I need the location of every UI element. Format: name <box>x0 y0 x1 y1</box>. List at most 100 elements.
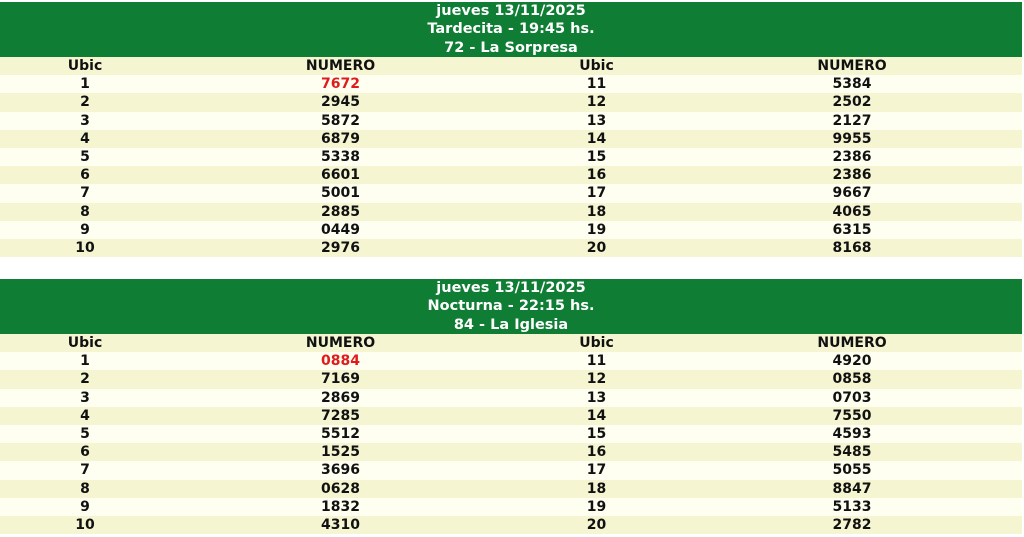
draw-header: jueves 13/11/2025 Tardecita - 19:45 hs. 72… <box>0 2 1022 57</box>
column-header-ubic: Ubic <box>579 335 614 351</box>
ubic-cell: 9 <box>80 498 90 515</box>
number-cell: 6315 <box>832 221 872 238</box>
column-header-numero: NUMERO <box>305 58 376 74</box>
ubic-cell: 11 <box>586 76 607 93</box>
draw-date: jueves 13/11/2025 <box>436 3 586 19</box>
number-cell: 7550 <box>832 407 872 424</box>
column-header-row: Ubic NUMERO Ubic NUMERO <box>0 334 1022 353</box>
ubic-cell: 11 <box>586 353 607 370</box>
number-cell: 8168 <box>832 239 872 256</box>
ubic-cell: 19 <box>586 221 607 238</box>
table-row: 3 2869 13 0703 <box>0 388 1022 407</box>
table-row: 4 7285 14 7550 <box>0 406 1022 425</box>
number-cell: 1832 <box>321 498 360 515</box>
ubic-cell: 12 <box>586 94 607 111</box>
ubic-cell: 20 <box>586 239 607 256</box>
table-row: 2 2945 12 2502 <box>0 93 1022 112</box>
ubic-cell: 3 <box>80 389 90 406</box>
ubic-cell: 15 <box>586 425 607 442</box>
table-row: 7 5001 17 9667 <box>0 184 1022 203</box>
number-cell: 9667 <box>832 185 872 202</box>
table-row: 5 5338 15 2386 <box>0 147 1022 167</box>
ubic-cell: 4 <box>80 130 90 147</box>
number-cell: 6601 <box>321 167 360 184</box>
ubic-cell: 17 <box>586 462 607 479</box>
ubic-cell: 18 <box>586 203 607 220</box>
table-row: 7 3696 17 5055 <box>0 461 1022 480</box>
ubic-cell: 3 <box>80 112 90 129</box>
ubic-cell: 6 <box>80 444 90 461</box>
number-cell: 2386 <box>832 148 872 165</box>
ubic-cell: 8 <box>80 203 90 220</box>
ubic-cell: 13 <box>586 112 607 129</box>
table-row: 3 5872 13 2127 <box>0 111 1022 130</box>
number-cell: 2869 <box>321 389 360 406</box>
ubic-cell: 2 <box>80 371 90 388</box>
table-row: 2 7169 12 0858 <box>0 370 1022 389</box>
ubic-cell: 1 <box>80 76 90 93</box>
number-cell: 5872 <box>321 112 360 129</box>
number-cell: 5001 <box>321 185 360 202</box>
ubic-cell: 15 <box>586 148 607 165</box>
draw-header: jueves 13/11/2025 Nocturna - 22:15 hs. 84 … <box>0 279 1022 334</box>
ubic-cell: 14 <box>586 407 607 424</box>
number-cell: 2885 <box>321 203 360 220</box>
number-cell: 0703 <box>832 389 872 406</box>
ubic-cell: 19 <box>586 498 607 515</box>
ubic-cell: 5 <box>80 148 90 165</box>
ubic-cell: 10 <box>75 516 95 533</box>
ubic-cell: 16 <box>586 167 607 184</box>
column-header-ubic: Ubic <box>67 58 103 74</box>
ubic-cell: 18 <box>586 480 607 497</box>
ubic-cell: 17 <box>586 185 607 202</box>
table-row: 1 7672 11 5384 <box>0 75 1022 94</box>
ubic-cell: 1 <box>80 353 90 370</box>
column-header-numero: NUMERO <box>817 58 887 74</box>
ubic-cell: 14 <box>586 130 607 147</box>
number-cell: 4310 <box>321 516 360 533</box>
number-cell: 4065 <box>832 203 872 220</box>
ubic-cell: 13 <box>586 389 607 406</box>
number-cell: 0628 <box>321 480 360 497</box>
number-cell: 5384 <box>832 76 872 93</box>
column-header-ubic: Ubic <box>67 335 103 351</box>
number-cell: 5133 <box>832 498 872 515</box>
ubic-cell: 8 <box>80 480 90 497</box>
number-cell: 0449 <box>321 221 360 238</box>
number-cell: 1525 <box>321 444 360 461</box>
table-row: 8 0628 18 8847 <box>0 479 1022 498</box>
table-row: 10 4310 20 2782 <box>0 515 1022 535</box>
table-row: 9 1832 19 5133 <box>0 497 1022 516</box>
number-cell: 7169 <box>321 371 360 388</box>
table-row: 6 6601 16 2386 <box>0 166 1022 185</box>
number-cell: 2976 <box>321 239 360 256</box>
column-header-numero: NUMERO <box>305 335 376 351</box>
ubic-cell: 5 <box>80 425 90 442</box>
ubic-cell: 16 <box>586 444 607 461</box>
ubic-cell: 20 <box>586 516 607 533</box>
draw-head-number: 72 - La Sorpresa <box>444 39 578 56</box>
number-cell: 0858 <box>832 371 872 388</box>
ubic-cell: 7 <box>80 185 90 202</box>
number-cell: 2782 <box>832 516 872 533</box>
number-cell: 3696 <box>321 462 360 479</box>
number-cell: 5485 <box>832 444 872 461</box>
number-cell: 2386 <box>832 167 872 184</box>
number-cell: 2502 <box>832 94 872 111</box>
draw-session: Tardecita - 19:45 hs. <box>427 21 595 38</box>
ubic-cell: 6 <box>80 167 90 184</box>
number-cell: 8847 <box>832 480 872 497</box>
ubic-cell: 9 <box>80 221 90 238</box>
draw-table: jueves 13/11/2025 Tardecita - 19:45 hs. 72… <box>0 2 1022 258</box>
ubic-cell: 12 <box>586 371 607 388</box>
number-cell: 2127 <box>832 112 872 129</box>
number-cell: 5512 <box>321 425 360 442</box>
table-row: 6 1525 16 5485 <box>0 443 1022 462</box>
first-prize-number: 7672 <box>321 76 360 93</box>
draw-session: Nocturna - 22:15 hs. <box>427 298 595 315</box>
ubic-cell: 2 <box>80 94 90 111</box>
number-cell: 7285 <box>321 407 360 424</box>
number-cell: 9955 <box>832 130 872 147</box>
draw-head-number: 84 - La Iglesia <box>453 316 569 333</box>
number-cell: 4593 <box>832 425 872 442</box>
